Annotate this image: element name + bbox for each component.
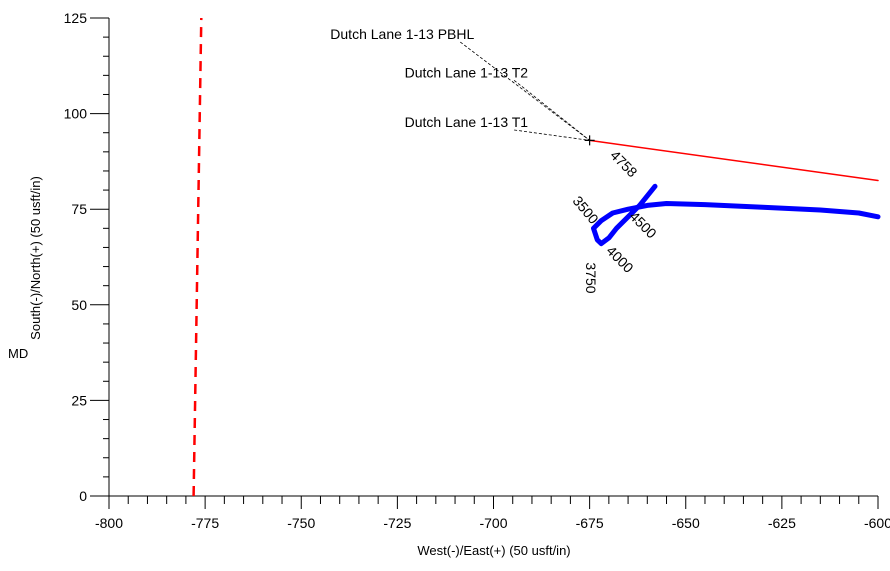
x-tick-label: -600 [864, 515, 890, 531]
x-tick-label: -725 [383, 515, 411, 531]
y-tick-label: 125 [64, 10, 88, 26]
annotation-label: Dutch Lane 1-13 T1 [405, 114, 529, 130]
x-tick-label: -750 [287, 515, 315, 531]
series-bold-line [591, 183, 881, 247]
x-tick-label: -800 [95, 515, 123, 531]
y-tick-label: 0 [79, 488, 87, 504]
md-side-label: MD [8, 346, 28, 361]
series-dashed-line [192, 17, 203, 497]
x-tick-label: -700 [479, 515, 507, 531]
x-tick-label: -625 [768, 515, 796, 531]
series-thin-line [588, 139, 879, 182]
y-tick-label: 25 [71, 392, 87, 408]
annotation-leader [514, 129, 590, 141]
series-layer [192, 17, 881, 497]
x-tick-label: -775 [191, 515, 219, 531]
annotation-label: Dutch Lane 1-13 T2 [405, 64, 529, 80]
x-tick-label: -675 [576, 515, 604, 531]
md-label: 4500 [626, 208, 659, 241]
annotation-leader [513, 79, 590, 141]
annotation-leader [460, 41, 590, 141]
axes: -800 -775 -750 -725 -700 -675 -650 -625 -600 0 25 5… [64, 10, 890, 531]
y-axis-title: South(-)/North(+) (50 usft/in) [28, 176, 43, 340]
x-tick-label: -650 [672, 515, 700, 531]
md-label: 3750 [583, 262, 599, 293]
y-tick-label: 75 [71, 201, 87, 217]
y-tick-label: 50 [71, 297, 87, 313]
md-label: 4000 [603, 242, 636, 275]
y-tick-label: 100 [64, 106, 88, 122]
md-label: 4758 [607, 147, 640, 180]
annotation-label: Dutch Lane 1-13 PBHL [330, 26, 474, 42]
annotations-layer: Dutch Lane 1-13 PBHL Dutch Lane 1-13 T2 Du… [330, 26, 595, 146]
x-axis-title: West(-)/East(+) (50 usft/in) [417, 543, 570, 558]
